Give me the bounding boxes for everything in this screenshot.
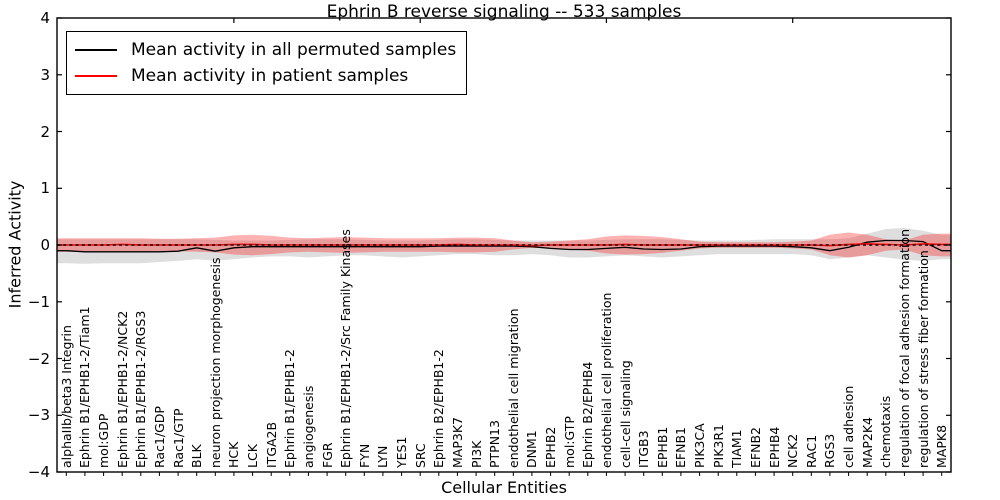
x-tick-label: cell-cell signaling — [617, 360, 633, 468]
x-tick-label: Ephrin B1/EPHB1-2/Src Family Kinases — [338, 229, 354, 468]
x-axis-label: Cellular Entities — [441, 478, 567, 497]
x-tick-label: NCK2 — [785, 433, 801, 468]
x-tick-label: cell adhesion — [841, 385, 857, 468]
legend: Mean activity in all permuted samples Me… — [66, 31, 468, 95]
x-tick-label: LCK — [245, 444, 261, 468]
x-tick-label: MAP2K4 — [859, 417, 875, 468]
x-tick-label: ITGB3 — [636, 430, 652, 468]
x-tick-label: neuron projection morphogenesis — [207, 257, 223, 468]
x-tick-label: Ephrin B2/EPHB4 — [580, 361, 596, 468]
x-tick-label: endothelial cell proliferation — [598, 292, 614, 468]
chart-title: Ephrin B reverse signaling -- 533 sample… — [326, 2, 682, 22]
x-tick-label: SRC — [412, 443, 428, 468]
x-tick-label: Ephrin B1/EPHB1-2/Tiam1 — [77, 306, 93, 468]
x-tick-label: BLK — [189, 444, 205, 468]
y-tick-label: 0 — [40, 236, 50, 254]
x-tick-label: PTPN13 — [487, 420, 503, 468]
x-tick-label: RGS3 — [822, 433, 838, 468]
x-tick-label: MAP3K7 — [449, 417, 465, 468]
x-tick-label: EFNB2 — [747, 427, 763, 468]
axes-frame — [56, 17, 952, 473]
legend-line-sample-red — [75, 75, 117, 77]
legend-label-permuted: Mean activity in all permuted samples — [131, 40, 457, 60]
x-tick-label: EFNB1 — [673, 427, 689, 468]
x-tick-label: Rac1/GTP — [170, 408, 186, 468]
y-tick-label: 1 — [40, 179, 50, 197]
x-tick-label: chemotaxis — [878, 395, 894, 468]
x-tick-label: mol:GDP — [96, 413, 112, 468]
x-tick-label: LYN — [375, 445, 391, 468]
x-tick-label: EPHB2 — [543, 426, 559, 468]
y-tick-label: 3 — [40, 66, 50, 84]
x-tick-label: Ephrin B1/EPHB1-2/NCK2 — [114, 310, 130, 468]
legend-entry-permuted: Mean activity in all permuted samples — [75, 37, 456, 63]
x-tick-label: YES1 — [394, 436, 410, 468]
y-tick-label: −1 — [27, 293, 50, 311]
x-tick-label: FGR — [319, 442, 335, 468]
x-tick-label: PI3K — [468, 440, 484, 468]
x-tick-label: angiogenesis — [300, 385, 316, 468]
x-tick-label: alphaIIb/beta3 Integrin — [58, 325, 74, 468]
legend-line-sample-black — [75, 49, 117, 51]
x-tick-label: ITGA2B — [263, 421, 279, 468]
x-tick-label: regulation of focal adhesion formation — [896, 229, 912, 468]
x-tick-label: MAPK8 — [934, 424, 950, 468]
x-tick-label: EPHB4 — [766, 426, 782, 468]
x-tick-label: FYN — [356, 443, 372, 468]
x-tick-label: Ephrin B1/EPHB1-2/RGS3 — [133, 310, 149, 468]
x-tick-label: mol:GTP — [561, 416, 577, 468]
x-tick-label: PIK3CA — [692, 423, 708, 468]
x-tick-label: EPHB1 — [654, 426, 670, 468]
x-tick-label: HCK — [226, 441, 242, 468]
x-tick-label: DNM1 — [524, 430, 540, 468]
permuted-mean-line — [57, 239, 951, 253]
y-tick-label: 4 — [40, 9, 50, 27]
x-tick-label: Rac1/GDP — [151, 406, 167, 468]
x-tick-label: RAC1 — [803, 434, 819, 468]
y-tick-label: −3 — [27, 406, 50, 424]
x-tick-label: Ephrin B1/EPHB1-2 — [282, 349, 298, 468]
x-tick-label: endothelial cell migration — [505, 308, 521, 468]
x-tick-label: Ephrin B2/EPHB1-2 — [431, 349, 447, 468]
y-tick-label: 2 — [40, 123, 50, 141]
x-tick-label: TIAM1 — [729, 429, 745, 468]
x-tick-label: PIK3R1 — [710, 423, 726, 468]
legend-label-patient: Mean activity in patient samples — [131, 66, 409, 86]
y-tick-label: −4 — [27, 463, 50, 481]
legend-entry-patient: Mean activity in patient samples — [75, 63, 456, 89]
y-tick-label: −2 — [27, 350, 50, 368]
x-tick-label: regulation of stress fiber formation — [915, 250, 931, 468]
